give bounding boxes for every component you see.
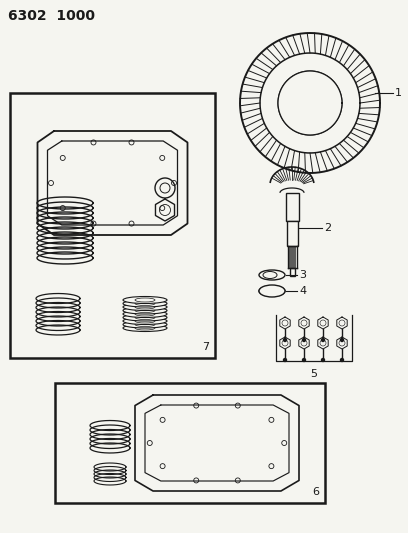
Ellipse shape <box>135 309 155 312</box>
Ellipse shape <box>123 318 167 325</box>
Circle shape <box>284 338 286 342</box>
Ellipse shape <box>135 319 155 323</box>
Bar <box>10 93 215 358</box>
Ellipse shape <box>123 321 167 328</box>
Ellipse shape <box>135 326 155 330</box>
Circle shape <box>322 338 324 342</box>
Circle shape <box>341 359 344 361</box>
Circle shape <box>302 359 306 361</box>
Ellipse shape <box>135 298 155 302</box>
Ellipse shape <box>135 312 155 316</box>
Circle shape <box>278 71 342 135</box>
Bar <box>286 193 299 221</box>
Text: 4: 4 <box>299 286 306 296</box>
Text: 3: 3 <box>299 270 306 280</box>
Bar <box>55 383 325 503</box>
Circle shape <box>341 338 344 342</box>
Ellipse shape <box>259 286 285 296</box>
Bar <box>290 268 295 276</box>
Ellipse shape <box>135 302 155 305</box>
Ellipse shape <box>259 285 285 297</box>
Ellipse shape <box>135 322 155 327</box>
Ellipse shape <box>259 270 285 280</box>
Ellipse shape <box>123 311 167 318</box>
Text: 7: 7 <box>202 342 209 352</box>
Text: 6302  1000: 6302 1000 <box>8 9 95 23</box>
Circle shape <box>322 359 324 361</box>
Ellipse shape <box>135 305 155 309</box>
Ellipse shape <box>123 303 167 311</box>
Circle shape <box>302 338 306 342</box>
Text: 1: 1 <box>395 88 402 98</box>
Ellipse shape <box>135 316 155 319</box>
Ellipse shape <box>123 296 167 303</box>
Ellipse shape <box>123 325 167 332</box>
Text: 6: 6 <box>312 487 319 497</box>
Text: 2: 2 <box>324 223 331 233</box>
Ellipse shape <box>123 307 167 314</box>
Ellipse shape <box>263 271 277 279</box>
Bar <box>286 221 297 246</box>
Ellipse shape <box>123 300 167 307</box>
Ellipse shape <box>123 314 167 321</box>
Text: 5: 5 <box>310 369 317 379</box>
Ellipse shape <box>263 287 277 295</box>
Circle shape <box>284 359 286 361</box>
